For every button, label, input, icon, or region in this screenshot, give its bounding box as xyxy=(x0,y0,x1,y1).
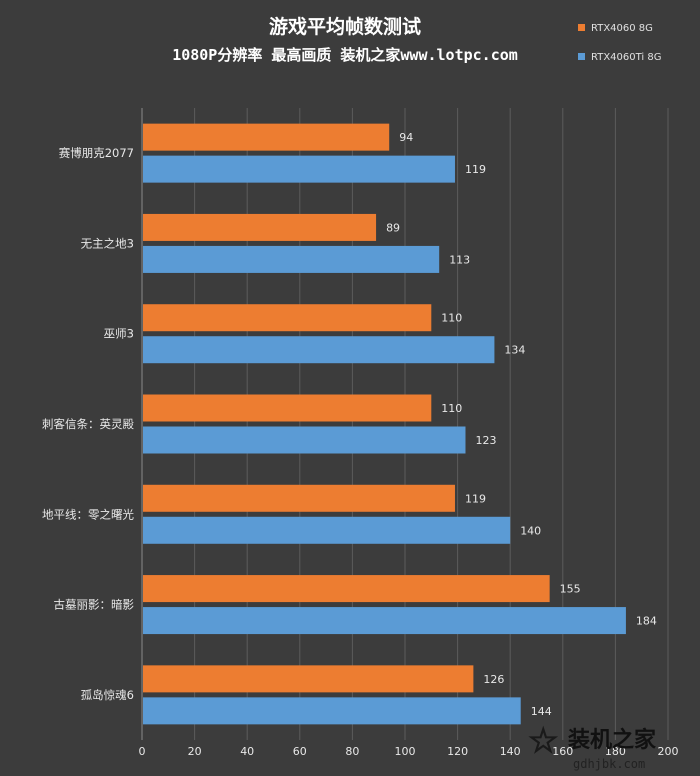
legend-label-rtx4060ti: RTX4060Ti 8G xyxy=(591,52,662,63)
watermark-url: gdhjbk.com xyxy=(573,757,645,771)
category-label: 地平线：零之曙光 xyxy=(42,507,134,521)
data-label: 110 xyxy=(441,402,462,415)
bar-rtx4060ti xyxy=(143,336,495,364)
x-tick-label: 40 xyxy=(240,745,254,758)
bar-rtx4060ti xyxy=(143,697,521,725)
category-label: 古墓丽影：暗影 xyxy=(54,598,135,612)
bar-rtx4060ti xyxy=(143,607,626,635)
data-label: 123 xyxy=(475,434,496,447)
data-label: 89 xyxy=(386,221,400,234)
data-label: 110 xyxy=(441,312,462,325)
bars xyxy=(143,123,626,725)
x-tick-label: 160 xyxy=(552,745,573,758)
data-label: 94 xyxy=(399,131,413,144)
bar-rtx4060 xyxy=(143,665,474,693)
data-label: 184 xyxy=(636,615,657,628)
legend-swatch-rtx4060 xyxy=(578,24,585,31)
chart-subtitle: 1080P分辨率 最高画质 装机之家www.lotpc.com xyxy=(172,46,518,64)
bar-rtx4060ti xyxy=(143,155,455,183)
legend: RTX4060 8G RTX4060Ti 8G xyxy=(578,23,662,63)
data-label: 113 xyxy=(449,253,470,266)
x-tick-label: 100 xyxy=(395,745,416,758)
bar-rtx4060ti xyxy=(143,516,511,544)
watermark: ☆ 装机之家 gdhjbk.com xyxy=(527,720,657,771)
watermark-star-icon: ☆ xyxy=(528,721,558,761)
data-label: 126 xyxy=(483,673,504,686)
category-label: 刺客信条：英灵殿 xyxy=(42,417,134,431)
bar-rtx4060 xyxy=(143,123,390,151)
data-label: 144 xyxy=(531,705,552,718)
data-label: 134 xyxy=(504,344,525,357)
bar-rtx4060 xyxy=(143,213,377,241)
bar-rtx4060 xyxy=(143,484,455,512)
legend-label-rtx4060: RTX4060 8G xyxy=(591,23,653,34)
category-label: 赛博朋克2077 xyxy=(59,146,134,160)
x-tick-label: 180 xyxy=(605,745,626,758)
x-tick-label: 80 xyxy=(345,745,359,758)
x-tick-label: 0 xyxy=(139,745,146,758)
category-label: 孤岛惊魂6 xyxy=(81,688,134,702)
x-tick-label: 200 xyxy=(658,745,679,758)
bar-rtx4060 xyxy=(143,304,432,332)
x-tick-label: 20 xyxy=(188,745,202,758)
x-tick-label: 140 xyxy=(500,745,521,758)
bar-rtx4060ti xyxy=(143,426,466,454)
labels: 0 20 40 60 80 100 120 140 160 180 200 赛博朋克2077 94 119… xyxy=(42,131,679,758)
bar-rtx4060 xyxy=(143,394,432,422)
data-label: 119 xyxy=(465,163,486,176)
x-tick-label: 60 xyxy=(293,745,307,758)
category-label: 无主之地3 xyxy=(81,236,134,250)
chart-title: 游戏平均帧数测试 xyxy=(269,15,421,38)
data-label: 155 xyxy=(560,583,581,596)
data-label: 140 xyxy=(520,524,541,537)
watermark-text: 装机之家 xyxy=(568,727,657,753)
gridlines xyxy=(141,108,669,740)
bar-rtx4060ti xyxy=(143,245,440,273)
category-label: 巫师3 xyxy=(104,327,134,341)
bar-rtx4060 xyxy=(143,575,550,603)
data-label: 119 xyxy=(465,492,486,505)
legend-swatch-rtx4060ti xyxy=(578,53,585,60)
x-tick-label: 120 xyxy=(447,745,468,758)
